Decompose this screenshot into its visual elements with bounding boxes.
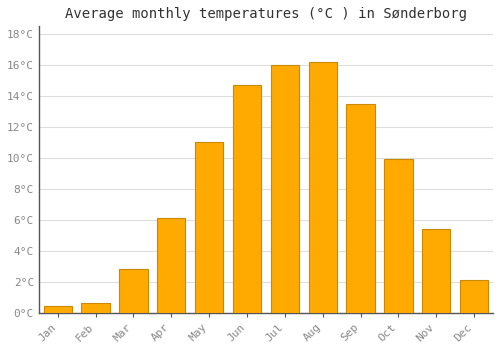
Bar — [157, 218, 186, 313]
Bar — [195, 142, 224, 313]
Bar — [422, 229, 450, 313]
Bar — [82, 303, 110, 313]
Title: Average monthly temperatures (°C ) in Sønderborg: Average monthly temperatures (°C ) in Sø… — [65, 7, 467, 21]
Bar — [346, 104, 375, 313]
Bar — [119, 269, 148, 313]
Bar — [233, 85, 261, 313]
Bar — [384, 159, 412, 313]
Bar — [308, 62, 337, 313]
Bar — [44, 307, 72, 313]
Bar — [460, 280, 488, 313]
Bar — [270, 65, 299, 313]
